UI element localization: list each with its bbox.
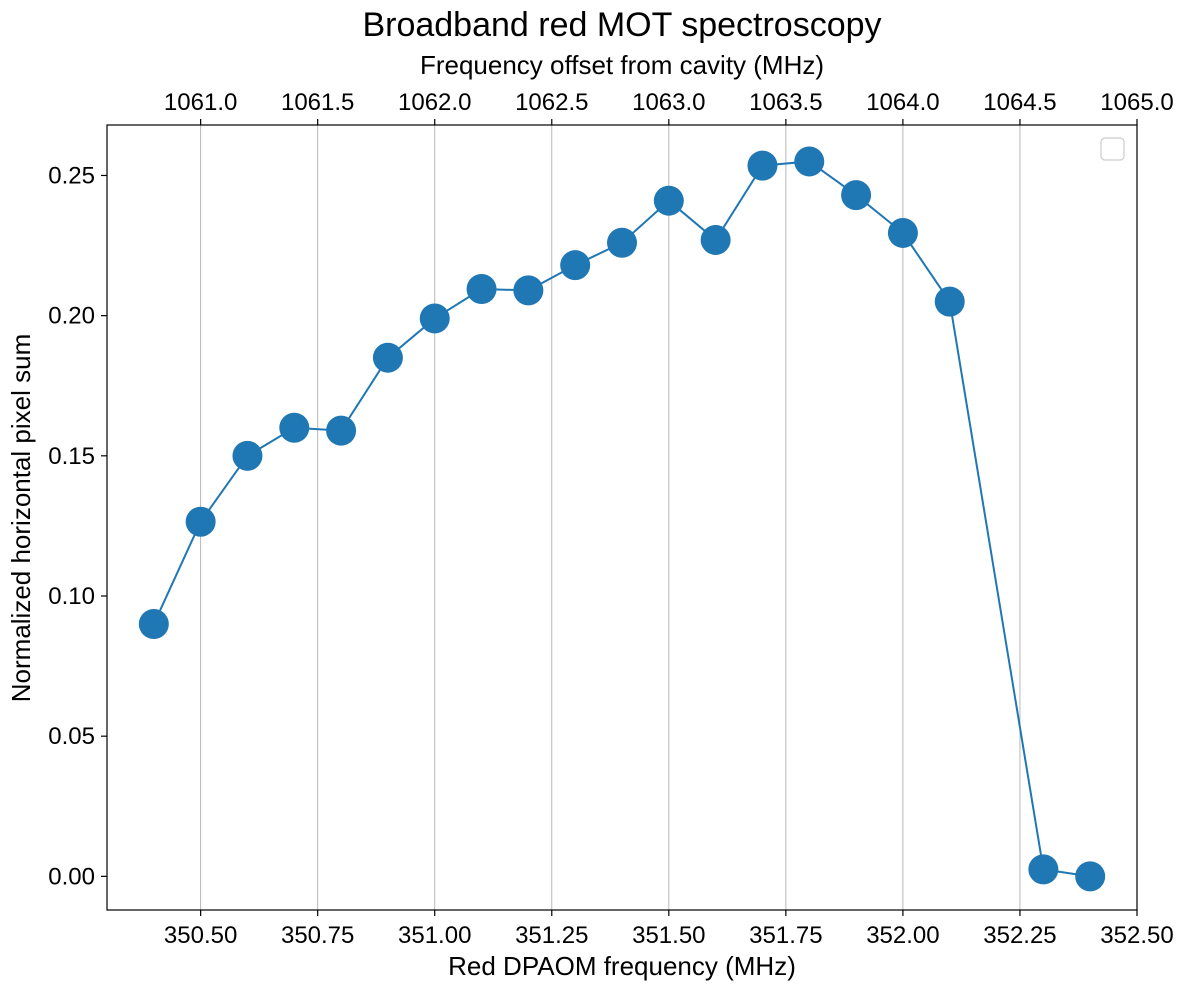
y-tick-label: 0.10: [48, 583, 95, 610]
x-tick-label: 351.00: [398, 922, 471, 949]
top-tick-label: 1064.5: [983, 89, 1056, 116]
top-tick-label: 1064.0: [866, 89, 939, 116]
data-point: [279, 413, 309, 443]
chart-title: Broadband red MOT spectroscopy: [362, 6, 881, 44]
data-point: [747, 151, 777, 181]
data-point: [373, 343, 403, 373]
grid-lines: [201, 125, 1137, 910]
data-point: [232, 441, 262, 471]
data-point: [560, 250, 590, 280]
data-point: [701, 225, 731, 255]
series-layer: [139, 146, 1105, 891]
x-tick-label: 350.75: [281, 922, 354, 949]
axes: 350.50 350.75 351.00 351.25 351.50 351.75 352.…: [48, 89, 1173, 949]
x-tick-label: 351.50: [632, 922, 705, 949]
x-tick-label: 352.50: [1100, 922, 1173, 949]
data-point: [841, 180, 871, 210]
data-point: [467, 274, 497, 304]
data-point: [935, 287, 965, 317]
top-tick-label: 1062.0: [398, 89, 471, 116]
top-tick-label: 1061.5: [281, 89, 354, 116]
y-tick-label: 0.15: [48, 443, 95, 470]
y-tick-label: 0.20: [48, 303, 95, 330]
data-point: [888, 218, 918, 248]
top-axis-label: Frequency offset from cavity (MHz): [420, 50, 824, 80]
top-tick-label: 1062.5: [515, 89, 588, 116]
data-point: [1028, 854, 1058, 884]
data-point: [186, 507, 216, 537]
x-tick-label: 351.75: [749, 922, 822, 949]
top-tick-label: 1065.0: [1100, 89, 1173, 116]
data-point: [326, 416, 356, 446]
x-tick-label: 352.25: [983, 922, 1056, 949]
x-tick-label: 352.00: [866, 922, 939, 949]
data-point: [513, 275, 543, 305]
x-tick-label: 351.25: [515, 922, 588, 949]
data-point: [420, 303, 450, 333]
data-point: [794, 146, 824, 176]
x-axis-label: Red DPAOM frequency (MHz): [448, 951, 796, 981]
top-tick-label: 1063.0: [632, 89, 705, 116]
data-point: [607, 228, 637, 258]
y-tick-label: 0.05: [48, 723, 95, 750]
series-line: [154, 161, 1090, 876]
x-tick-label: 350.50: [164, 922, 237, 949]
y-tick-label: 0.00: [48, 863, 95, 890]
data-point: [1075, 861, 1105, 891]
legend-box: [1101, 138, 1124, 160]
data-point: [139, 609, 169, 639]
y-tick-label: 0.25: [48, 162, 95, 189]
top-tick-label: 1063.5: [749, 89, 822, 116]
data-point: [654, 186, 684, 216]
y-axis-label: Normalized horizontal pixel sum: [6, 334, 36, 702]
top-tick-label: 1061.0: [164, 89, 237, 116]
legend: [1101, 138, 1124, 160]
